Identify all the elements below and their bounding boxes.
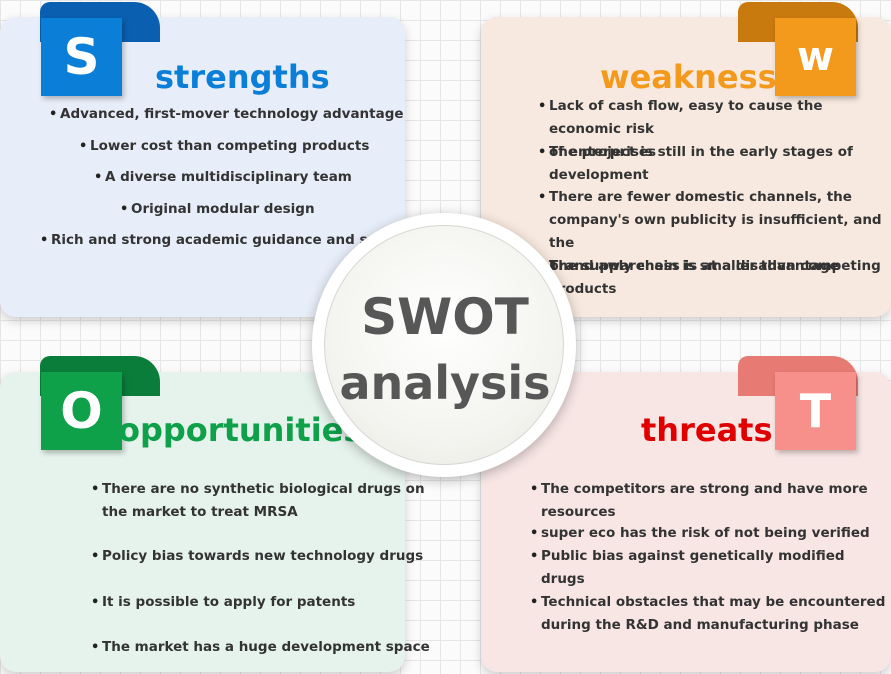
list-item-line: The supply chain is smaller than competi…: [549, 258, 881, 274]
list-item-line: of enterprises: [549, 144, 657, 160]
list-item-text: Advanced, first-mover technology advanta…: [60, 106, 404, 122]
list-item: • It is possible to apply for patents: [91, 594, 356, 610]
strengths-letter-badge: S: [41, 18, 122, 96]
threats-letter-badge: T: [775, 372, 856, 450]
list-item-line: the market to treat MRSA: [102, 504, 298, 520]
list-item-line: drugs: [541, 571, 585, 587]
list-item: • Technical obstacles that may be encount…: [530, 594, 886, 633]
list-item: • A diverse multidisciplinary team: [94, 169, 352, 185]
list-item: • The market has a huge development space: [91, 639, 430, 655]
weakness-title: weakness: [600, 58, 777, 96]
list-item-text: Original modular design: [131, 201, 315, 217]
list-item: • Lower cost than competing products: [79, 138, 370, 154]
list-item-line: brand awareness is at a disadvantage: [549, 258, 839, 274]
list-item-text: Rich and strong academic guidance and su…: [51, 232, 419, 248]
weakness-letter-badge: w: [775, 18, 856, 96]
list-item: • The project is still in the early stage…: [538, 144, 853, 183]
list-item-line: The project is still in the early stages…: [549, 144, 853, 160]
list-item-line: during the R&D and manufacturing phase: [541, 617, 859, 633]
list-item: • Lack of cash flow, easy to cause the ec…: [538, 98, 823, 160]
list-item-line: Technical obstacles that may be encounte…: [541, 594, 886, 610]
list-item: • There are no synthetic biological drugs…: [91, 481, 425, 520]
list-item-text: A diverse multidisciplinary team: [105, 169, 352, 185]
list-item-line: Lack of cash flow, easy to cause the eco…: [549, 98, 823, 137]
list-item: • Rich and strong academic guidance and s…: [40, 232, 419, 248]
list-item-line: It is possible to apply for patents: [102, 594, 356, 610]
list-item-line: products: [549, 281, 617, 297]
list-item-line: Policy bias towards new technology drugs: [102, 548, 424, 564]
swot-center-circle: SWOT analysis: [312, 213, 576, 477]
list-item: •The supply chain is smaller than compet…: [538, 255, 881, 301]
center-title-line1: SWOT: [361, 288, 529, 346]
list-item: • Original modular design: [120, 201, 315, 217]
list-item: • Public bias against genetically modifie…: [530, 548, 845, 587]
list-item-line: The market has a huge development space: [102, 639, 430, 655]
threats-title: threats: [641, 411, 773, 449]
list-item: • super eco has the risk of not being ver…: [530, 525, 870, 541]
list-item-line: resources: [541, 504, 616, 520]
list-item-text: Lower cost than competing products: [90, 138, 370, 154]
opportunities-title: opportunities: [118, 411, 363, 449]
list-item-line: development: [549, 167, 649, 183]
opportunities-letter-badge: O: [41, 372, 122, 450]
list-item-line: There are fewer domestic channels, the: [549, 189, 852, 205]
list-item: • Advanced, first-mover technology advant…: [49, 106, 404, 122]
list-item-line: super eco has the risk of not being veri…: [541, 525, 870, 541]
list-item-line: company's own publicity is insufficient,…: [549, 212, 882, 251]
center-title-line2: analysis: [339, 356, 551, 410]
list-item: • There are fewer domestic channels, the c…: [538, 189, 882, 274]
list-item: • The competitors are strong and have mor…: [530, 481, 868, 520]
swot-center-inner: SWOT analysis: [324, 225, 564, 465]
strengths-title: strengths: [155, 58, 330, 96]
list-item-line: The competitors are strong and have more: [541, 481, 868, 497]
list-item: • Policy bias towards new technology drug…: [91, 548, 424, 564]
list-item-line: Public bias against genetically modified: [541, 548, 845, 564]
list-item-line: There are no synthetic biological drugs …: [102, 481, 425, 497]
